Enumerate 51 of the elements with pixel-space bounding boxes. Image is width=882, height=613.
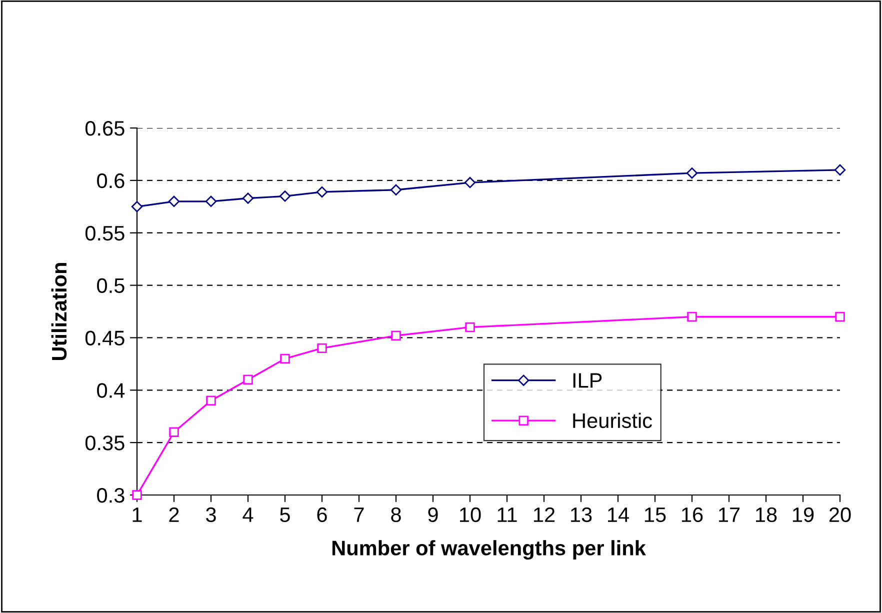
point <box>169 427 179 437</box>
x-tick-label: 11 <box>498 508 517 522</box>
x-tick-label: 1 <box>132 508 142 522</box>
x-tick-label: 3 <box>206 507 216 522</box>
point <box>206 396 216 406</box>
y-tick-label: 0.3 <box>97 488 124 503</box>
y-tick-label: 0.55 <box>85 226 124 241</box>
point <box>280 354 290 364</box>
x-axis-title: Number of wavelengths per link <box>332 540 646 560</box>
y-tick-label: 0.6 <box>97 173 124 188</box>
point <box>316 186 328 198</box>
x-tick-label: 10 <box>460 507 481 522</box>
point <box>205 196 217 208</box>
x-tick-label: 18 <box>756 507 777 522</box>
point <box>390 184 402 196</box>
x-tick-label: 17 <box>719 508 740 522</box>
x-tick-label: 2 <box>169 507 179 522</box>
x-tick-label: 19 <box>793 507 814 522</box>
point <box>835 312 845 322</box>
legend-label: Heuristic <box>573 412 652 428</box>
point <box>279 190 291 202</box>
x-tick-label: 4 <box>242 508 254 522</box>
point <box>464 176 476 188</box>
x-tick-label: 15 <box>645 508 666 522</box>
point <box>465 322 475 332</box>
x-tick-label: 13 <box>571 507 592 522</box>
y-tick-label: 0.45 <box>85 330 124 346</box>
legend-label: ILP <box>573 373 602 388</box>
x-tick-label: 16 <box>682 507 703 522</box>
point <box>243 374 253 385</box>
y-tick-label: 0.65 <box>85 121 124 136</box>
point <box>391 330 401 340</box>
y-axis-title: Utilization <box>51 263 67 360</box>
point <box>686 167 698 179</box>
x-tick-label: 5 <box>280 508 290 522</box>
y-tick-label: 0.35 <box>85 436 124 450</box>
point <box>687 312 697 322</box>
point <box>168 196 180 208</box>
x-tick-label: 12 <box>534 507 555 522</box>
x-tick-label: 14 <box>608 508 629 522</box>
x-tick-label: 9 <box>428 507 438 522</box>
point <box>242 192 254 204</box>
x-tick-label: 8 <box>391 507 401 522</box>
point <box>317 343 327 354</box>
x-tick-label: 6 <box>317 507 327 522</box>
point <box>131 201 143 212</box>
point <box>834 164 846 176</box>
y-tick-label: 0.4 <box>97 383 125 398</box>
y-tick-label: 0.5 <box>97 278 124 294</box>
x-tick-label: 7 <box>354 508 364 522</box>
x-tick-label: 20 <box>829 507 851 522</box>
